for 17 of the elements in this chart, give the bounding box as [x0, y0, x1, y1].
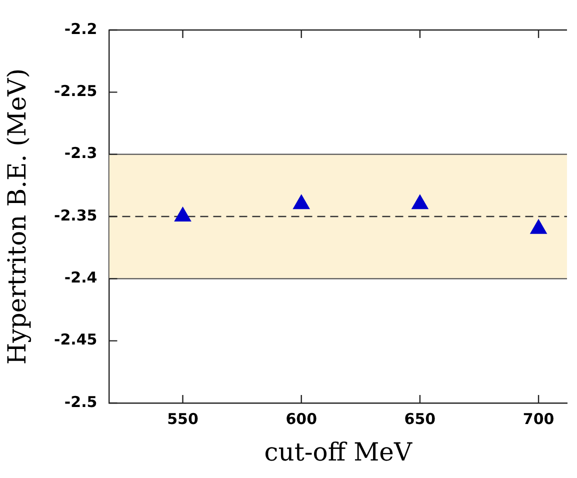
y-tick-label: -2.3	[64, 144, 98, 162]
point	[530, 219, 547, 234]
y-tick-label: -2.2	[64, 20, 98, 38]
y-tick-label: -2.25	[54, 82, 98, 100]
y-tick-label: -2.35	[54, 206, 98, 224]
y-axis-title: Hypertriton B.E. (MeV)	[2, 68, 32, 365]
x-tick-label: 600	[286, 410, 318, 428]
point	[412, 194, 428, 210]
y-tick-label: -2.45	[54, 330, 98, 349]
x-axis-title: cut-off MeV	[264, 438, 413, 466]
x-tick-label: 550	[167, 410, 198, 428]
point	[174, 207, 192, 222]
y-tick-label: -2.4	[64, 268, 98, 287]
x-tick-label: 700	[522, 410, 554, 428]
y-tick-label: -2.5	[64, 392, 98, 411]
point	[293, 194, 310, 210]
x-tick-label: 650	[404, 410, 436, 428]
